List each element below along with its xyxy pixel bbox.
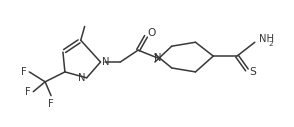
Text: 2: 2 [269,41,273,47]
Text: F: F [48,99,54,109]
Text: N: N [154,53,162,63]
Text: F: F [24,87,30,97]
Text: O: O [147,28,155,38]
Text: N: N [103,57,110,67]
Text: N: N [78,73,86,83]
Text: F: F [21,67,26,77]
Text: NH: NH [259,34,274,44]
Text: S: S [249,67,256,77]
